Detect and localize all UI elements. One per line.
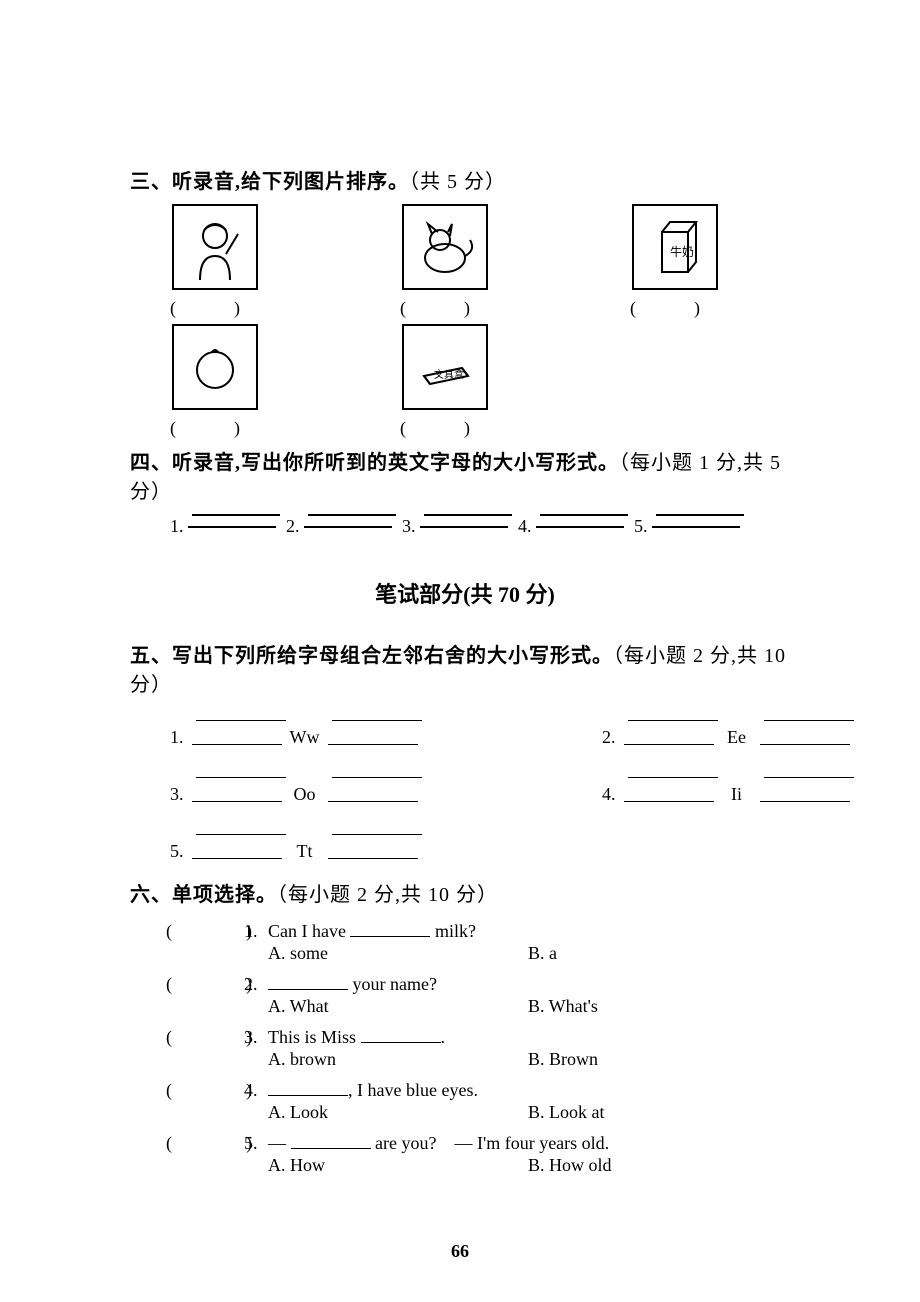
letter-num: 1. <box>170 727 184 748</box>
section-3-title-main: 三、听录音,给下列图片排序。 <box>130 171 409 193</box>
image-cell-2: ( ) <box>400 204 490 320</box>
answer-paren[interactable]: ( ) <box>166 1023 244 1049</box>
image-cell-3: 牛奶 ( ) <box>630 204 720 320</box>
mc-num: 4. <box>244 1080 268 1101</box>
mc-item-4: ( ) 4. , I have blue eyes. A. Look B. Lo… <box>166 1076 800 1123</box>
neighbor-blank[interactable] <box>192 731 282 745</box>
worksheet-page: 三、听录音,给下列图片排序。（共 5 分） ( ) ( ) 牛奶 ( ) <box>0 0 920 1302</box>
letter-center: Ww <box>290 727 320 748</box>
letter-cell-4: 4.Ii <box>602 764 854 805</box>
option-a[interactable]: A. What <box>268 996 528 1017</box>
fill-blank[interactable] <box>291 1135 371 1149</box>
neighbor-blank[interactable] <box>328 731 418 745</box>
written-part-title: 笔试部分(共 70 分) <box>130 577 800 609</box>
blank-num: 1. <box>170 516 184 537</box>
blank-num: 3. <box>402 516 416 537</box>
answer-paren[interactable]: ( ) <box>166 917 244 943</box>
letter-cell-2: 2.Ee <box>602 707 854 748</box>
boy-saluting-icon <box>172 204 258 290</box>
blank-num: 4. <box>518 516 532 537</box>
fill-blank[interactable] <box>268 1082 348 1096</box>
letter-row-1: 1.Ww 2.Ee <box>170 707 800 748</box>
mc-item-5: ( ) 5. — are you? — I'm four years old. … <box>166 1129 800 1176</box>
image-row-2: ( ) 文具盒 ( ) <box>170 324 800 440</box>
option-b[interactable]: B. Look at <box>528 1102 605 1123</box>
answer-blank-5[interactable]: ( ) <box>400 414 490 440</box>
mc-num: 3. <box>244 1027 268 1048</box>
cat-icon <box>402 204 488 290</box>
mc-stem: Can I have milk? <box>268 921 476 942</box>
writing-line-bot[interactable] <box>188 526 276 528</box>
page-number: 66 <box>0 1241 920 1262</box>
answer-paren[interactable]: ( ) <box>166 970 244 996</box>
section-6-items: ( ) 1. Can I have milk? A. some B. a ( )… <box>166 917 800 1176</box>
mc-num: 5. <box>244 1133 268 1154</box>
blank-num: 5. <box>634 516 648 537</box>
answer-blank-4[interactable]: ( ) <box>170 414 260 440</box>
blank-group-4: 4. <box>518 514 628 537</box>
letter-num: 5. <box>170 841 184 862</box>
letter-cell-3: 3.Oo <box>170 764 422 805</box>
mc-item-3: ( ) 3. This is Miss . A. brown B. Brown <box>166 1023 800 1070</box>
section-3-title: 三、听录音,给下列图片排序。（共 5 分） <box>130 165 800 194</box>
answer-blank-3[interactable]: ( ) <box>630 294 720 320</box>
mc-stem: — are you? — I'm four years old. <box>268 1133 609 1154</box>
answer-paren[interactable]: ( ) <box>166 1076 244 1102</box>
mc-item-2: ( ) 2. your name? A. What B. What's <box>166 970 800 1017</box>
section-5-grid: 1.Ww 2.Ee 3.Oo 4.Ii 5.Tt <box>170 707 800 862</box>
letter-row-3: 5.Tt <box>170 821 800 862</box>
section-3-images: ( ) ( ) 牛奶 ( ) ( ) <box>170 204 800 440</box>
section-6-title-points: （每小题 2 分,共 10 分） <box>277 884 498 906</box>
mc-num: 2. <box>244 974 268 995</box>
mc-item-1: ( ) 1. Can I have milk? A. some B. a <box>166 917 800 964</box>
fill-blank[interactable] <box>350 923 430 937</box>
section-4-title: 四、听录音,写出你所听到的英文字母的大小写形式。（每小题 1 分,共 5 分） <box>130 446 800 504</box>
letter-cell-5: 5.Tt <box>170 821 422 862</box>
milk-carton-icon: 牛奶 <box>632 204 718 290</box>
answer-blank-2[interactable]: ( ) <box>400 294 490 320</box>
section-4-blanks: 1. 2. 3. 4. 5. <box>170 514 800 537</box>
letter-num: 3. <box>170 784 184 805</box>
pencil-case-icon: 文具盒 <box>402 324 488 410</box>
svg-text:文具盒: 文具盒 <box>434 368 464 381</box>
option-a[interactable]: A. How <box>268 1155 528 1176</box>
section-6-title: 六、单项选择。（每小题 2 分,共 10 分） <box>130 878 800 907</box>
mc-stem: , I have blue eyes. <box>268 1080 478 1101</box>
answer-blank-1[interactable]: ( ) <box>170 294 260 320</box>
blank-num: 2. <box>286 516 300 537</box>
fill-blank[interactable] <box>268 976 348 990</box>
letter-num: 2. <box>602 727 616 748</box>
option-b[interactable]: B. How old <box>528 1155 612 1176</box>
option-b[interactable]: B. Brown <box>528 1049 598 1070</box>
image-row-1: ( ) ( ) 牛奶 ( ) <box>170 204 800 320</box>
image-cell-4: ( ) <box>170 324 260 440</box>
letter-cell-1: 1. Ww <box>170 707 422 748</box>
blank-group-3: 3. <box>402 514 512 537</box>
option-b[interactable]: B. a <box>528 943 557 964</box>
answer-paren[interactable]: ( ) <box>166 1129 244 1155</box>
blank-group-2: 2. <box>286 514 396 537</box>
letter-num: 4. <box>602 784 616 805</box>
image-cell-5: 文具盒 ( ) <box>400 324 490 440</box>
mc-stem: This is Miss . <box>268 1027 445 1048</box>
option-b[interactable]: B. What's <box>528 996 598 1017</box>
blank-group-5: 5. <box>634 514 744 537</box>
section-5-title-main: 五、写出下列所给字母组合左邻右舍的大小写形式。 <box>130 645 613 667</box>
option-a[interactable]: A. some <box>268 943 528 964</box>
blank-group-1: 1. <box>170 514 280 537</box>
section-4-title-main: 四、听录音,写出你所听到的英文字母的大小写形式。 <box>130 452 619 474</box>
mc-num: 1. <box>244 921 268 942</box>
mc-stem: your name? <box>268 974 437 995</box>
section-5-title: 五、写出下列所给字母组合左邻右舍的大小写形式。（每小题 2 分,共 10 分） <box>130 639 800 697</box>
image-cell-1: ( ) <box>170 204 260 320</box>
option-a[interactable]: A. Look <box>268 1102 528 1123</box>
option-a[interactable]: A. brown <box>268 1049 528 1070</box>
fill-blank[interactable] <box>361 1029 441 1043</box>
svg-text:牛奶: 牛奶 <box>670 244 694 259</box>
section-3-title-points: （共 5 分） <box>409 171 506 193</box>
letter-row-2: 3.Oo 4.Ii <box>170 764 800 805</box>
section-6-title-main: 六、单项选择。 <box>130 884 277 906</box>
orange-icon <box>172 324 258 410</box>
